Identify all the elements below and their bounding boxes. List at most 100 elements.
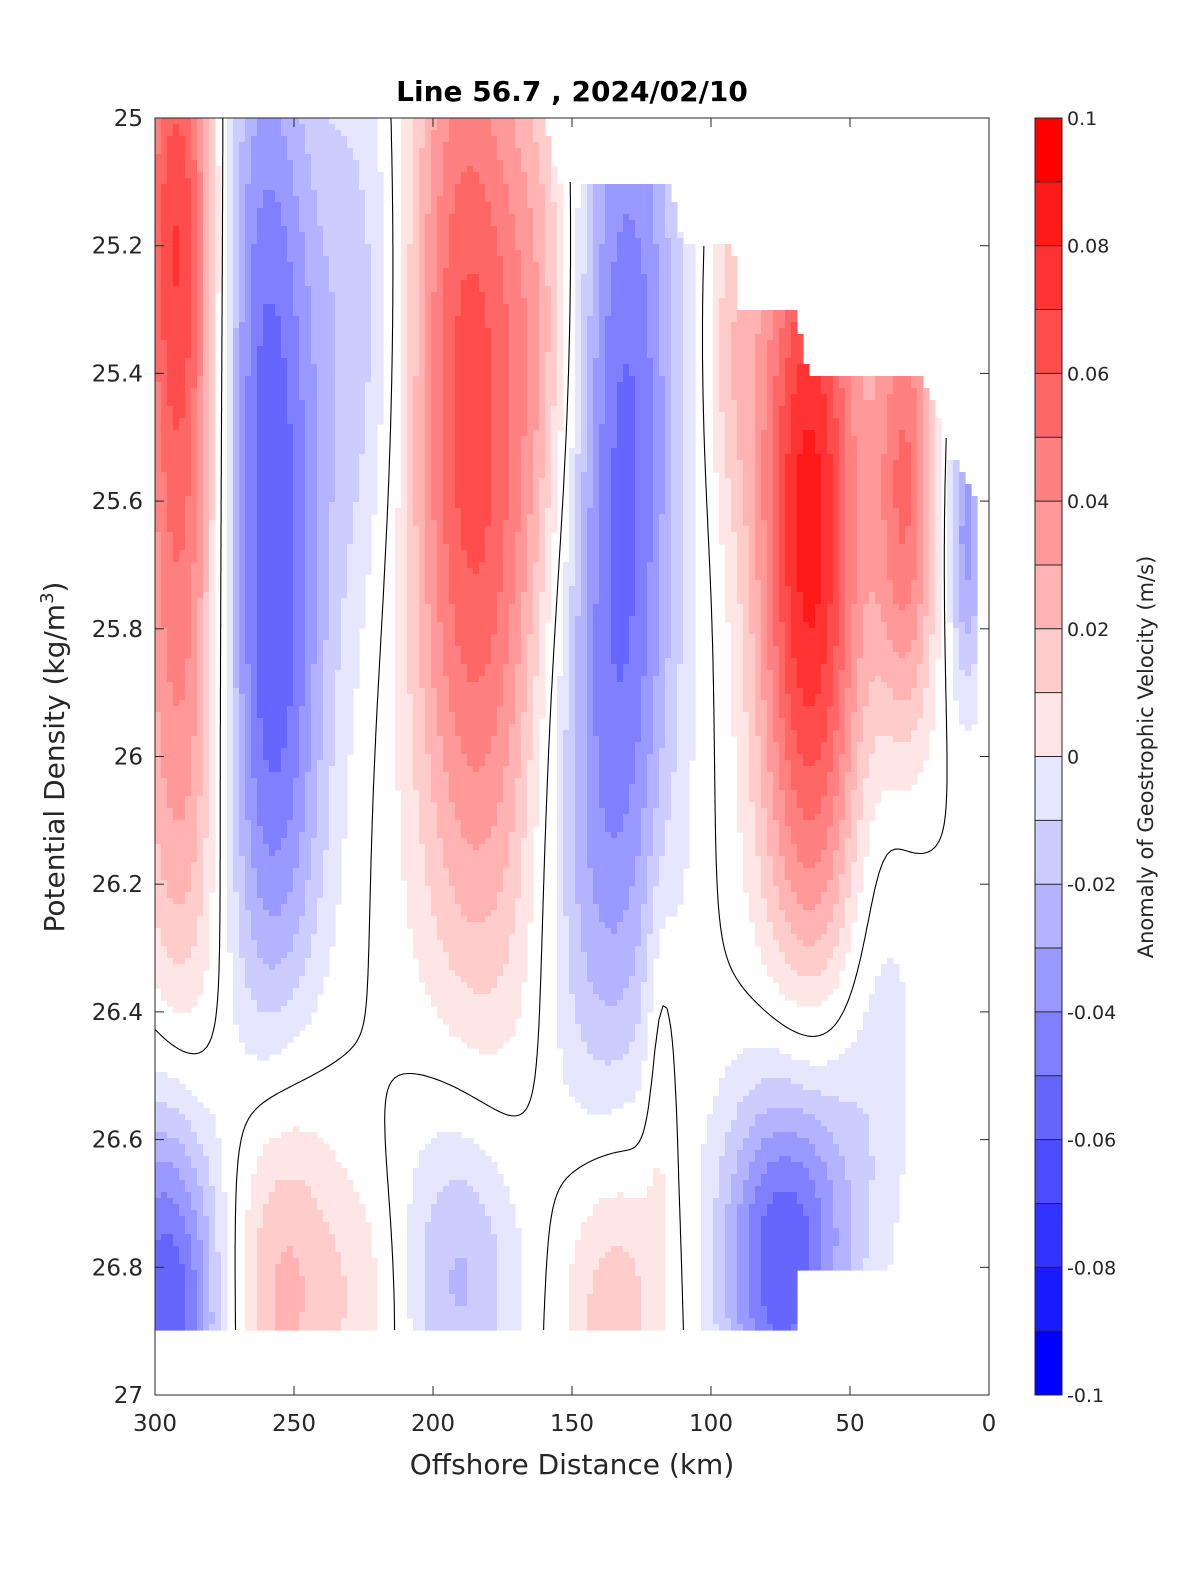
velocity-cell (317, 148, 324, 155)
velocity-cell (803, 370, 810, 377)
velocity-cell (209, 316, 216, 323)
velocity-cell (911, 424, 918, 431)
velocity-cell (455, 274, 462, 281)
velocity-cell (413, 166, 420, 173)
velocity-cell (731, 346, 738, 353)
velocity-cell (485, 214, 492, 221)
velocity-cell (557, 340, 564, 347)
velocity-cell (539, 388, 546, 395)
velocity-cell (257, 310, 264, 317)
velocity-cell (503, 196, 510, 203)
velocity-cell (545, 154, 552, 161)
velocity-cell (521, 322, 528, 329)
velocity-cell (539, 196, 546, 203)
velocity-cell (335, 340, 342, 347)
velocity-cell (725, 364, 732, 371)
velocity-cell (755, 406, 762, 413)
velocity-cell (401, 160, 408, 167)
velocity-cell (551, 298, 558, 305)
velocity-cell (773, 346, 780, 353)
velocity-cell (521, 268, 528, 275)
velocity-cell (509, 274, 516, 281)
velocity-cell (197, 226, 204, 233)
velocity-cell (641, 316, 648, 323)
velocity-cell (317, 202, 324, 209)
velocity-cell (251, 346, 258, 353)
velocity-cell (467, 412, 474, 419)
velocity-cell (815, 382, 822, 389)
velocity-cell (467, 316, 474, 323)
velocity-cell (473, 136, 480, 143)
velocity-cell (233, 364, 240, 371)
velocity-cell (371, 214, 378, 221)
velocity-cell (461, 172, 468, 179)
velocity-cell (647, 406, 654, 413)
velocity-cell (797, 418, 804, 425)
velocity-cell (401, 280, 408, 287)
velocity-cell (617, 208, 624, 215)
velocity-cell (197, 160, 204, 167)
velocity-cell (263, 370, 270, 377)
velocity-cell (263, 376, 270, 383)
velocity-cell (275, 436, 282, 443)
velocity-cell (359, 394, 366, 401)
velocity-cell (431, 202, 438, 209)
velocity-cell (365, 118, 372, 125)
velocity-cell (935, 424, 942, 431)
velocity-cell (809, 382, 816, 389)
velocity-cell (635, 268, 642, 275)
velocity-cell (677, 400, 684, 407)
velocity-cell (917, 424, 924, 431)
velocity-cell (191, 166, 198, 173)
velocity-cell (539, 316, 546, 323)
velocity-cell (461, 346, 468, 353)
velocity-cell (287, 394, 294, 401)
velocity-cell (197, 418, 204, 425)
velocity-cell (401, 328, 408, 335)
velocity-cell (593, 214, 600, 221)
velocity-cell (173, 250, 180, 257)
velocity-cell (551, 196, 558, 203)
velocity-cell (191, 400, 198, 407)
velocity-cell (773, 376, 780, 383)
velocity-cell (593, 184, 600, 191)
velocity-cell (263, 274, 270, 281)
velocity-cell (665, 358, 672, 365)
velocity-cell (557, 364, 564, 371)
velocity-cell (881, 406, 888, 413)
velocity-cell (479, 358, 486, 365)
velocity-cell (305, 430, 312, 437)
velocity-cell (407, 238, 414, 245)
velocity-cell (761, 328, 768, 335)
velocity-cell (167, 172, 174, 179)
velocity-cell (491, 424, 498, 431)
velocity-cell (257, 364, 264, 371)
velocity-cell (323, 232, 330, 239)
velocity-cell (185, 388, 192, 395)
velocity-cell (311, 124, 318, 131)
velocity-cell (497, 400, 504, 407)
velocity-cell (497, 178, 504, 185)
velocity-cell (173, 286, 180, 293)
velocity-cell (155, 376, 162, 383)
velocity-cell (527, 262, 534, 269)
velocity-cell (647, 424, 654, 431)
velocity-cell (659, 412, 666, 419)
velocity-cell (647, 388, 654, 395)
velocity-cell (185, 226, 192, 233)
velocity-cell (797, 436, 804, 443)
velocity-cell (437, 304, 444, 311)
velocity-cell (461, 448, 468, 455)
velocity-cell (623, 256, 630, 263)
velocity-cell (353, 304, 360, 311)
velocity-cell (359, 208, 366, 215)
velocity-cell (413, 220, 420, 227)
velocity-cell (551, 250, 558, 257)
velocity-cell (191, 394, 198, 401)
velocity-cell (185, 184, 192, 191)
velocity-cell (617, 274, 624, 281)
velocity-cell (551, 292, 558, 299)
velocity-cell (671, 352, 678, 359)
velocity-cell (755, 424, 762, 431)
velocity-cell (929, 412, 936, 419)
